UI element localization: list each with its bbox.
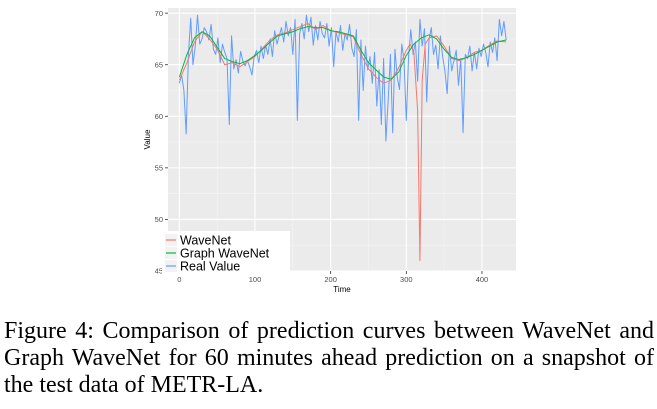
series-line-graph-wavenet bbox=[178, 26, 507, 80]
figure-caption: Figure 4: Comparison of prediction curve… bbox=[4, 318, 654, 398]
axes: 45 50 55 60 65 70 0 100 200 300 400 bbox=[155, 9, 489, 284]
x-tick-label: 300 bbox=[400, 275, 413, 284]
y-tick-label: 60 bbox=[155, 112, 163, 121]
x-tick-label: 200 bbox=[324, 275, 337, 284]
gridlines bbox=[168, 8, 516, 272]
x-tick-label: 400 bbox=[476, 275, 489, 284]
x-axis-title: Time bbox=[333, 285, 351, 294]
y-tick-label: 45 bbox=[155, 267, 163, 276]
y-tick-label: 55 bbox=[155, 163, 163, 172]
x-tick-label: 100 bbox=[249, 275, 262, 284]
x-tick-label: 0 bbox=[177, 275, 181, 284]
legend-label: Real Value bbox=[180, 260, 240, 274]
legend-label: WaveNet bbox=[180, 234, 231, 248]
y-tick-label: 65 bbox=[155, 60, 163, 69]
y-tick-label: 50 bbox=[155, 215, 163, 224]
legend-label: Graph WaveNet bbox=[180, 247, 270, 261]
y-tick-label: 70 bbox=[155, 9, 163, 18]
panel-background bbox=[168, 8, 516, 271]
series-line-wavenet bbox=[178, 22, 507, 262]
series-layer bbox=[178, 14, 507, 262]
legend-box bbox=[162, 231, 290, 275]
chart: 45 50 55 60 65 70 0 100 200 300 400 Time Value Wav… bbox=[143, 8, 516, 294]
y-axis-title: Value bbox=[143, 129, 152, 149]
series-line-real-value bbox=[178, 14, 507, 142]
